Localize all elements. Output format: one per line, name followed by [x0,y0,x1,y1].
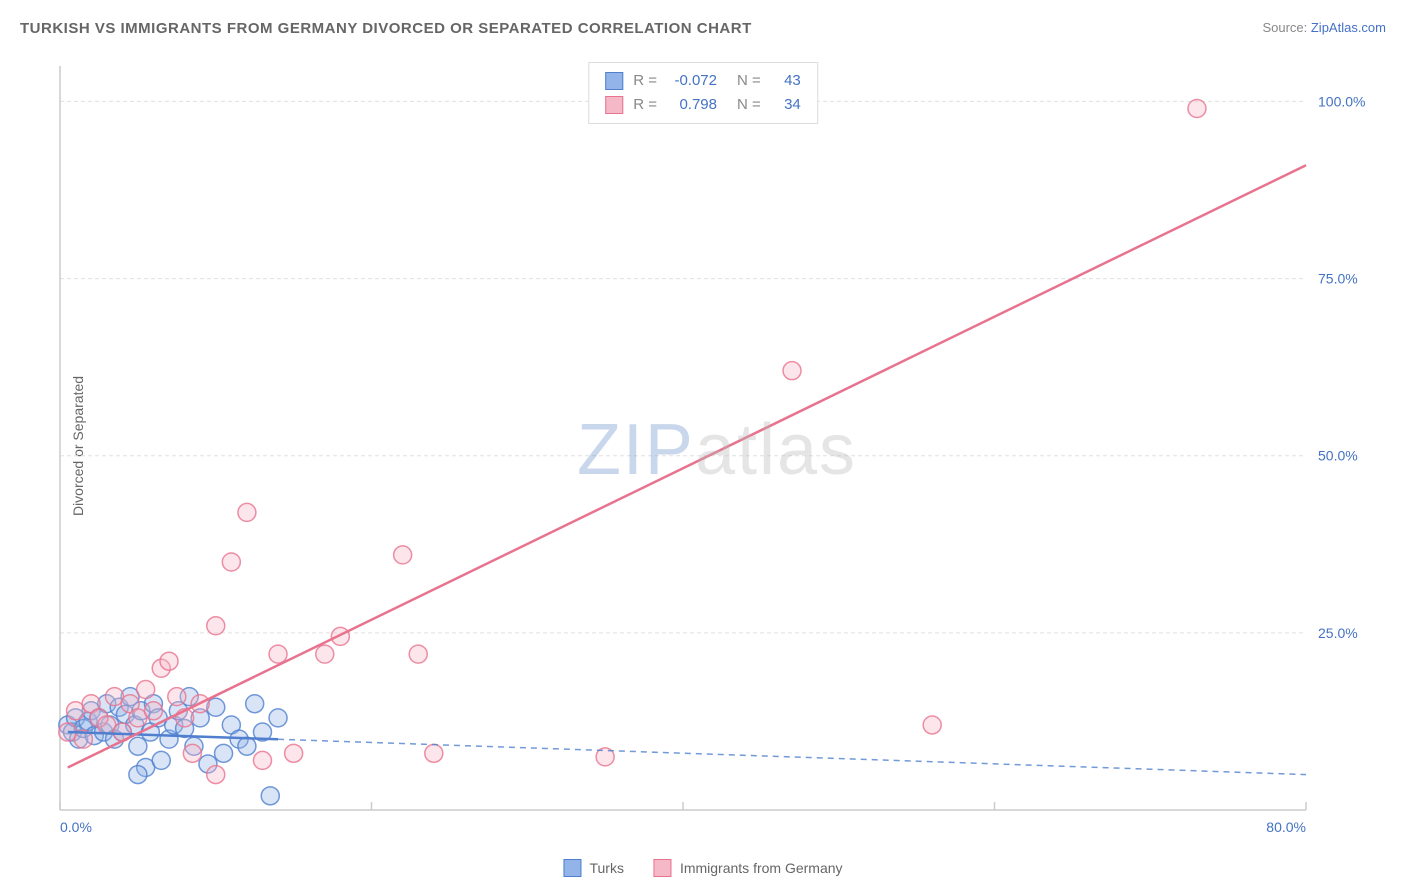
source-attribution: Source: ZipAtlas.com [1262,20,1386,35]
n-value: 34 [771,93,801,117]
legend-stats-row: R = -0.072 N = 43 [605,69,801,93]
n-label: N = [737,93,761,117]
legend-stats-row: R = 0.798 N = 34 [605,93,801,117]
r-label: R = [633,93,657,117]
chart-area: 25.0%50.0%75.0%100.0%0.0%80.0% ZIPatlas [48,58,1386,842]
r-value: 0.798 [667,93,717,117]
legend-swatch [605,96,623,114]
n-value: 43 [771,69,801,93]
svg-text:50.0%: 50.0% [1318,448,1358,464]
svg-text:75.0%: 75.0% [1318,271,1358,287]
legend-swatch [563,859,581,877]
legend-item: Turks [563,859,623,877]
legend-swatch [605,72,623,90]
svg-text:100.0%: 100.0% [1318,93,1365,109]
source-prefix: Source: [1262,20,1310,35]
n-label: N = [737,69,761,93]
svg-text:80.0%: 80.0% [1266,819,1306,835]
svg-text:0.0%: 0.0% [60,819,92,835]
correlation-legend: R = -0.072 N = 43 R = 0.798 N = 34 [588,62,818,124]
legend-label: Immigrants from Germany [680,860,843,876]
legend-swatch [654,859,672,877]
legend-label: Turks [589,860,623,876]
svg-text:25.0%: 25.0% [1318,625,1358,641]
scatter-chart: 25.0% 50.0% 75.0% 100.0% 0.0% 80.0% [48,58,1386,842]
series-legend: Turks Immigrants from Germany [563,859,842,877]
legend-item: Immigrants from Germany [654,859,843,877]
source-link[interactable]: ZipAtlas.com [1311,20,1386,35]
r-label: R = [633,69,657,93]
chart-title: TURKISH VS IMMIGRANTS FROM GERMANY DIVOR… [20,20,752,37]
r-value: -0.072 [667,69,717,93]
